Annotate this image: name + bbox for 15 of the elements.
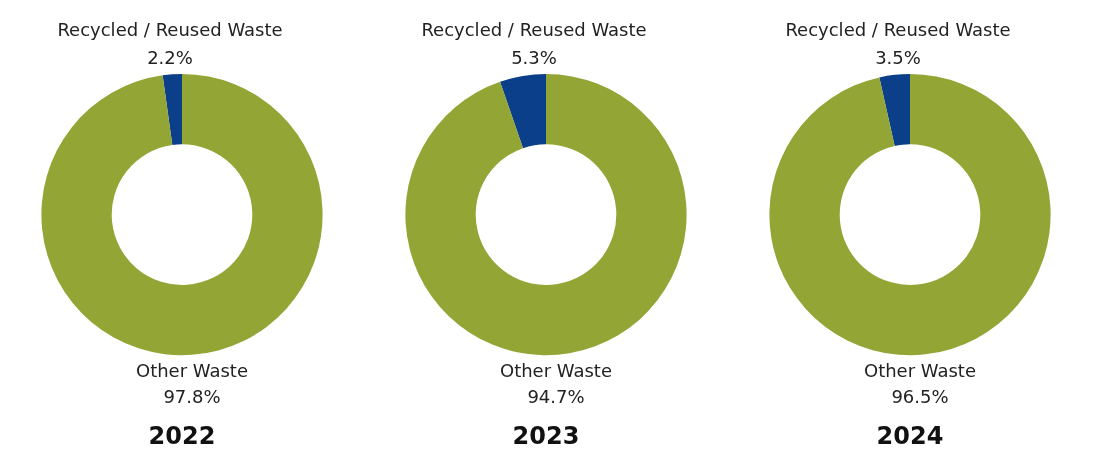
slice-label: Recycled / Reused Waste	[421, 18, 647, 40]
data-label: 97.8%	[163, 385, 221, 407]
data-label: 5.3%	[511, 46, 557, 68]
text: 2022	[148, 421, 216, 450]
text: 2023	[512, 421, 580, 450]
data-label: 2.2%	[147, 46, 193, 68]
text: 2024	[876, 421, 944, 450]
slice-label: Other Waste	[863, 359, 977, 381]
data-label: 3.5%	[875, 46, 921, 68]
slice-label: Other Waste	[135, 359, 249, 381]
slice-label: Other Waste	[499, 359, 613, 381]
slice-label: Recycled / Reused Waste	[785, 18, 1011, 40]
data-label: 94.7%	[527, 385, 585, 407]
data-label: 96.5%	[891, 385, 949, 407]
slice-label: Recycled / Reused Waste	[57, 18, 283, 40]
